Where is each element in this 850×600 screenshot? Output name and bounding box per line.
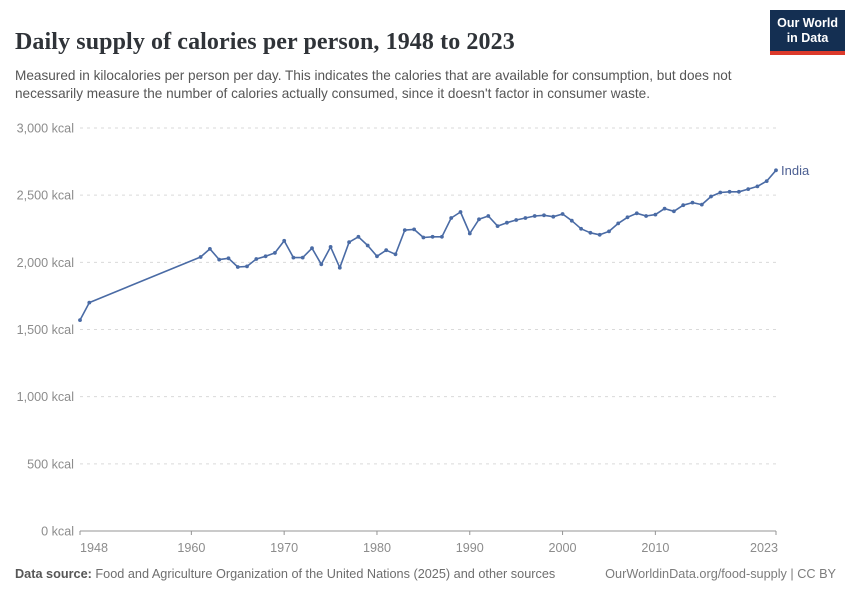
data-point[interactable] bbox=[291, 255, 296, 260]
data-point[interactable] bbox=[337, 265, 342, 270]
data-point[interactable] bbox=[690, 200, 695, 205]
data-source-label: Data source: bbox=[15, 567, 92, 581]
data-point[interactable] bbox=[467, 231, 472, 236]
y-axis-tick-label: 2,000 kcal bbox=[17, 256, 74, 270]
y-axis-tick-label: 2,500 kcal bbox=[17, 189, 74, 203]
data-point[interactable] bbox=[477, 217, 481, 222]
data-point[interactable] bbox=[356, 234, 361, 239]
data-point[interactable] bbox=[449, 216, 454, 220]
data-point[interactable] bbox=[699, 202, 704, 207]
data-point[interactable] bbox=[430, 234, 435, 239]
x-axis-tick-label: 2023 bbox=[750, 541, 778, 555]
data-point[interactable] bbox=[347, 240, 351, 245]
data-point[interactable] bbox=[78, 318, 82, 322]
owid-logo-line2: in Data bbox=[786, 31, 829, 46]
data-point[interactable] bbox=[579, 226, 583, 231]
data-point[interactable] bbox=[560, 212, 565, 216]
data-point[interactable] bbox=[746, 187, 751, 191]
data-point[interactable] bbox=[235, 265, 240, 269]
y-axis-tick-label: 500 kcal bbox=[27, 457, 74, 471]
data-point[interactable] bbox=[607, 229, 611, 234]
y-axis-tick-label: 0 kcal bbox=[41, 525, 74, 539]
data-point[interactable] bbox=[727, 189, 732, 194]
data-point[interactable] bbox=[523, 216, 528, 220]
data-point[interactable] bbox=[597, 232, 602, 237]
data-point[interactable] bbox=[588, 230, 593, 235]
chart-title: Daily supply of calories per person, 194… bbox=[15, 29, 515, 56]
data-point[interactable] bbox=[226, 256, 231, 261]
data-point[interactable] bbox=[709, 194, 713, 199]
data-point[interactable] bbox=[542, 213, 546, 218]
data-point[interactable] bbox=[421, 235, 426, 240]
x-axis-tick-label: 1948 bbox=[80, 541, 108, 555]
data-point[interactable] bbox=[245, 264, 249, 269]
data-point[interactable] bbox=[644, 214, 648, 218]
data-point[interactable] bbox=[263, 254, 268, 259]
data-point[interactable] bbox=[774, 168, 778, 173]
x-axis-tick-label: 1990 bbox=[456, 541, 484, 555]
data-point[interactable] bbox=[532, 214, 537, 218]
data-point[interactable] bbox=[486, 214, 491, 218]
data-point[interactable] bbox=[375, 254, 379, 259]
data-point[interactable] bbox=[653, 212, 658, 217]
data-point[interactable] bbox=[393, 252, 398, 257]
data-point[interactable] bbox=[672, 209, 676, 214]
y-axis-tick-label: 3,000 kcal bbox=[17, 122, 74, 136]
series-line-india[interactable] bbox=[79, 169, 777, 321]
data-point[interactable] bbox=[198, 255, 203, 259]
entity-label-india: India bbox=[781, 163, 810, 178]
data-point[interactable] bbox=[412, 227, 416, 232]
data-point[interactable] bbox=[514, 218, 519, 222]
data-point[interactable] bbox=[755, 184, 760, 189]
owid-logo[interactable]: Our World in Data bbox=[770, 10, 845, 55]
data-point[interactable] bbox=[87, 300, 92, 305]
x-axis-tick-label: 1960 bbox=[177, 541, 205, 555]
y-axis-tick-label: 1,000 kcal bbox=[17, 390, 74, 404]
data-point[interactable] bbox=[737, 189, 741, 194]
x-axis-tick-label: 1980 bbox=[363, 541, 391, 555]
owid-logo-line1: Our World bbox=[777, 16, 838, 30]
data-point[interactable] bbox=[569, 218, 574, 223]
data-point[interactable] bbox=[458, 210, 463, 214]
data-point[interactable] bbox=[718, 190, 723, 195]
footer-link[interactable]: OurWorldinData.org/food-supply | CC BY bbox=[605, 567, 836, 581]
data-point[interactable] bbox=[402, 228, 407, 232]
data-point[interactable] bbox=[282, 238, 287, 243]
data-point[interactable] bbox=[495, 224, 500, 228]
y-axis-tick-label: 1,500 kcal bbox=[17, 323, 74, 337]
chart-subtitle: Measured in kilocalories per person per … bbox=[15, 67, 732, 101]
data-point[interactable] bbox=[616, 221, 621, 226]
data-point[interactable] bbox=[662, 206, 667, 211]
data-point[interactable] bbox=[319, 262, 324, 267]
data-point[interactable] bbox=[217, 257, 222, 262]
data-point[interactable] bbox=[625, 215, 630, 220]
data-point[interactable] bbox=[440, 234, 444, 239]
x-axis-tick-label: 2010 bbox=[641, 541, 669, 555]
data-point[interactable] bbox=[681, 203, 686, 208]
calories-line-chart[interactable]: 0 kcal 500 kcal 1,000 kcal 1,500 kcal 2,000 … bbox=[0, 112, 850, 562]
data-point[interactable] bbox=[254, 257, 259, 261]
data-point[interactable] bbox=[208, 247, 212, 251]
data-point[interactable] bbox=[384, 248, 389, 253]
x-axis-tick-label: 1970 bbox=[270, 541, 298, 555]
chart-footer: Data source: Food and Agriculture Organi… bbox=[15, 567, 836, 581]
data-point[interactable] bbox=[764, 179, 769, 183]
data-point[interactable] bbox=[310, 246, 314, 251]
data-point[interactable] bbox=[328, 245, 333, 249]
data-source-text: Food and Agriculture Organization of the… bbox=[91, 567, 556, 581]
data-point[interactable] bbox=[634, 211, 639, 216]
data-point[interactable] bbox=[505, 220, 509, 225]
x-axis-tick-label: 2000 bbox=[549, 541, 577, 555]
data-point[interactable] bbox=[300, 255, 305, 260]
data-point[interactable] bbox=[273, 251, 277, 255]
data-source-note: Data source: Food and Agriculture Organi… bbox=[15, 567, 555, 581]
data-point[interactable] bbox=[551, 214, 556, 219]
data-point[interactable] bbox=[365, 243, 370, 248]
